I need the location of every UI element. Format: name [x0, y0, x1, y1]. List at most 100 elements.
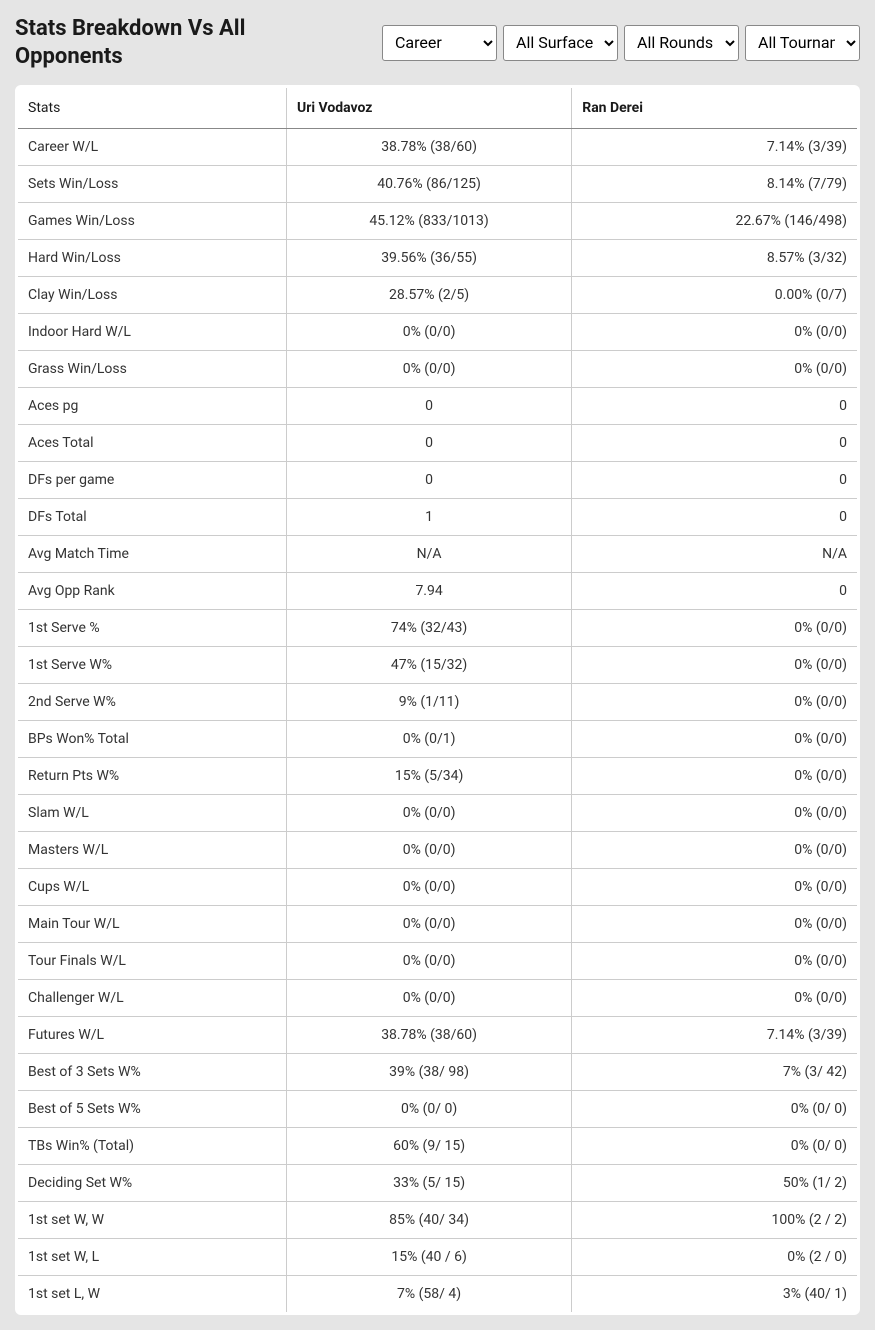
- player1-value: 0% (0/0): [286, 906, 571, 943]
- player2-value: 3% (40/ 1): [572, 1276, 857, 1313]
- player2-value: 0% (0/0): [572, 980, 857, 1017]
- filter-period-select[interactable]: Career: [382, 25, 497, 61]
- player2-value: 0: [572, 388, 857, 425]
- stat-label: 1st Serve W%: [18, 647, 286, 684]
- player2-value: N/A: [572, 536, 857, 573]
- stat-label: Indoor Hard W/L: [18, 314, 286, 351]
- player1-value: 0% (0/0): [286, 795, 571, 832]
- stat-label: Sets Win/Loss: [18, 166, 286, 203]
- table-row: Games Win/Loss45.12% (833/1013)22.67% (1…: [18, 203, 857, 240]
- stat-label: TBs Win% (Total): [18, 1128, 286, 1165]
- table-row: TBs Win% (Total)60% (9/ 15)0% (0/ 0): [18, 1128, 857, 1165]
- stat-label: Hard Win/Loss: [18, 240, 286, 277]
- stat-label: Clay Win/Loss: [18, 277, 286, 314]
- player2-value: 0% (0/ 0): [572, 1091, 857, 1128]
- stat-label: 1st set L, W: [18, 1276, 286, 1313]
- player2-value: 0% (0/0): [572, 906, 857, 943]
- table-row: Sets Win/Loss40.76% (86/125)8.14% (7/79): [18, 166, 857, 203]
- stat-label: Avg Match Time: [18, 536, 286, 573]
- table-row: Aces Total00: [18, 425, 857, 462]
- player2-value: 0% (0/0): [572, 351, 857, 388]
- stat-label: Futures W/L: [18, 1017, 286, 1054]
- stat-label: Challenger W/L: [18, 980, 286, 1017]
- player2-value: 50% (1/ 2): [572, 1165, 857, 1202]
- player2-value: 0% (0/0): [572, 647, 857, 684]
- table-row: BPs Won% Total0% (0/1)0% (0/0): [18, 721, 857, 758]
- player2-value: 0: [572, 425, 857, 462]
- player1-value: 45.12% (833/1013): [286, 203, 571, 240]
- player2-value: 0% (0/0): [572, 869, 857, 906]
- stat-label: Deciding Set W%: [18, 1165, 286, 1202]
- stat-label: BPs Won% Total: [18, 721, 286, 758]
- stat-label: Slam W/L: [18, 795, 286, 832]
- table-row: Aces pg00: [18, 388, 857, 425]
- filters-bar: Career All Surfaces All Rounds All Tourn…: [382, 25, 860, 61]
- table-row: 2nd Serve W%9% (1/11)0% (0/0): [18, 684, 857, 721]
- stats-table: Stats Uri Vodavoz Ran Derei Career W/L38…: [18, 88, 857, 1312]
- filter-tournament-select[interactable]: All Tournaments: [745, 25, 860, 61]
- stat-label: Tour Finals W/L: [18, 943, 286, 980]
- player1-value: 1: [286, 499, 571, 536]
- player2-value: 8.57% (3/32): [572, 240, 857, 277]
- stat-label: 2nd Serve W%: [18, 684, 286, 721]
- table-row: 1st set W, W85% (40/ 34)100% (2 / 2): [18, 1202, 857, 1239]
- player1-value: 38.78% (38/60): [286, 129, 571, 166]
- player1-value: 15% (40 / 6): [286, 1239, 571, 1276]
- player2-value: 0% (0/ 0): [572, 1128, 857, 1165]
- stat-label: Return Pts W%: [18, 758, 286, 795]
- player2-value: 0% (0/0): [572, 610, 857, 647]
- column-header-player1: Uri Vodavoz: [286, 88, 571, 129]
- table-row: Futures W/L38.78% (38/60)7.14% (3/39): [18, 1017, 857, 1054]
- stat-label: Cups W/L: [18, 869, 286, 906]
- stat-label: Grass Win/Loss: [18, 351, 286, 388]
- table-row: DFs Total10: [18, 499, 857, 536]
- player1-value: 0% (0/1): [286, 721, 571, 758]
- stat-label: Masters W/L: [18, 832, 286, 869]
- table-row: Deciding Set W%33% (5/ 15)50% (1/ 2): [18, 1165, 857, 1202]
- table-row: Main Tour W/L0% (0/0)0% (0/0): [18, 906, 857, 943]
- player2-value: 7.14% (3/39): [572, 1017, 857, 1054]
- player2-value: 0.00% (0/7): [572, 277, 857, 314]
- filter-round-select[interactable]: All Rounds: [624, 25, 739, 61]
- table-row: Grass Win/Loss0% (0/0)0% (0/0): [18, 351, 857, 388]
- stat-label: 1st Serve %: [18, 610, 286, 647]
- player1-value: 0% (0/ 0): [286, 1091, 571, 1128]
- player2-value: 0% (0/0): [572, 795, 857, 832]
- table-row: Best of 3 Sets W%39% (38/ 98)7% (3/ 42): [18, 1054, 857, 1091]
- table-row: Slam W/L0% (0/0)0% (0/0): [18, 795, 857, 832]
- player2-value: 7% (3/ 42): [572, 1054, 857, 1091]
- player2-value: 8.14% (7/79): [572, 166, 857, 203]
- column-header-stats: Stats: [18, 88, 286, 129]
- table-row: Challenger W/L0% (0/0)0% (0/0): [18, 980, 857, 1017]
- player2-value: 0% (0/0): [572, 314, 857, 351]
- stat-label: DFs Total: [18, 499, 286, 536]
- player1-value: 0: [286, 388, 571, 425]
- column-header-player2: Ran Derei: [572, 88, 857, 129]
- player1-value: 0% (0/0): [286, 943, 571, 980]
- player2-value: 0% (0/0): [572, 832, 857, 869]
- player1-value: 85% (40/ 34): [286, 1202, 571, 1239]
- stat-label: Aces pg: [18, 388, 286, 425]
- table-row: 1st set L, W7% (58/ 4)3% (40/ 1): [18, 1276, 857, 1313]
- player1-value: 28.57% (2/5): [286, 277, 571, 314]
- player1-value: 0% (0/0): [286, 980, 571, 1017]
- stat-label: Games Win/Loss: [18, 203, 286, 240]
- stat-label: 1st set W, W: [18, 1202, 286, 1239]
- player1-value: 15% (5/34): [286, 758, 571, 795]
- filter-surface-select[interactable]: All Surfaces: [503, 25, 618, 61]
- player2-value: 0% (0/0): [572, 943, 857, 980]
- player2-value: 0% (0/0): [572, 684, 857, 721]
- stat-label: Career W/L: [18, 129, 286, 166]
- table-row: Masters W/L0% (0/0)0% (0/0): [18, 832, 857, 869]
- player1-value: 0% (0/0): [286, 314, 571, 351]
- player2-value: 0% (0/0): [572, 758, 857, 795]
- player2-value: 0: [572, 573, 857, 610]
- table-row: Avg Match TimeN/AN/A: [18, 536, 857, 573]
- player2-value: 0: [572, 499, 857, 536]
- player2-value: 0: [572, 462, 857, 499]
- stat-label: DFs per game: [18, 462, 286, 499]
- stats-table-container: Stats Uri Vodavoz Ran Derei Career W/L38…: [15, 85, 860, 1315]
- player2-value: 7.14% (3/39): [572, 129, 857, 166]
- player1-value: 9% (1/11): [286, 684, 571, 721]
- table-row: Tour Finals W/L0% (0/0)0% (0/0): [18, 943, 857, 980]
